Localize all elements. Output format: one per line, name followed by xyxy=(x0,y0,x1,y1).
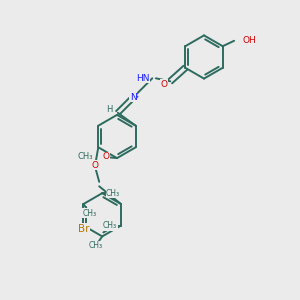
Text: CH₃: CH₃ xyxy=(89,241,103,250)
Text: CH₃: CH₃ xyxy=(77,152,93,161)
Text: Br: Br xyxy=(78,224,89,234)
Text: CH₃: CH₃ xyxy=(83,208,97,217)
Text: OH: OH xyxy=(242,36,256,45)
Text: N: N xyxy=(130,93,137,102)
Text: H: H xyxy=(106,105,112,114)
Text: O: O xyxy=(160,80,167,89)
Text: CH₃: CH₃ xyxy=(103,221,117,230)
Text: HN: HN xyxy=(136,74,149,83)
Text: O: O xyxy=(102,152,109,161)
Text: O: O xyxy=(91,161,98,170)
Text: CH₃: CH₃ xyxy=(106,189,120,198)
